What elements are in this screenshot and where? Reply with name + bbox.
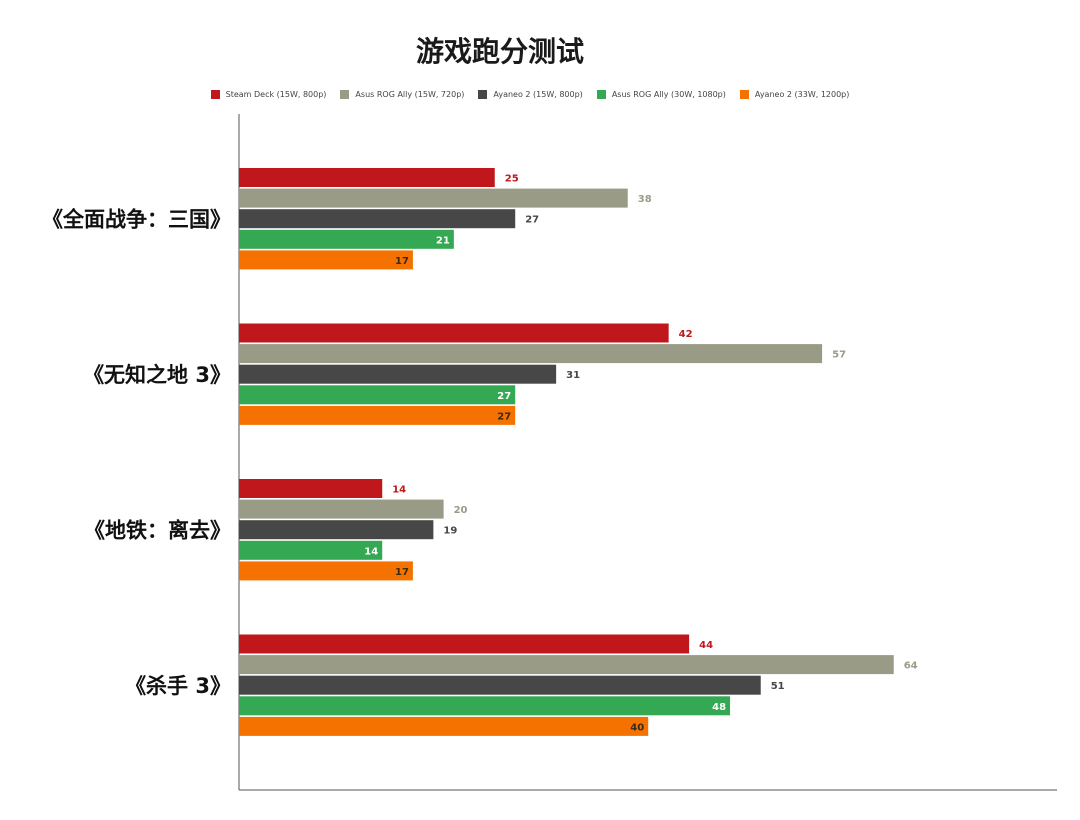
legend-swatch [340,90,350,99]
legend-swatch [739,90,749,99]
bar [239,188,628,208]
legend-item: Steam Deck (15W, 800p) [210,90,327,99]
bar [239,209,516,229]
bar [239,168,495,187]
legend-label: Asus ROG Ally (30W, 1080p) [611,90,726,99]
data-label: 19 [443,526,457,537]
category-label: 《地铁：离去》 [84,519,231,543]
data-label: 38 [638,194,652,205]
data-label: 44 [699,640,713,651]
bar [239,323,669,343]
data-label: 27 [497,391,511,402]
data-label: 48 [712,702,726,713]
data-label: 51 [771,681,785,692]
bar [239,520,434,540]
legend-swatch [596,90,606,99]
bar [239,250,413,270]
data-label: 21 [436,235,450,246]
legend-label: Asus ROG Ally (15W, 720p) [355,90,465,99]
data-label: 17 [395,256,409,267]
legend-label: Ayaneo 2 (33W, 1200p) [754,90,850,99]
bar [239,385,516,405]
bar [239,229,454,249]
data-label: 20 [454,505,468,516]
bar [239,540,383,560]
data-label: 31 [566,370,580,381]
data-label: 57 [832,350,846,361]
data-label: 17 [395,567,409,578]
bar [239,405,516,425]
bar [239,344,823,364]
data-label: 14 [392,485,406,496]
bar [239,716,649,736]
legend-item: Asus ROG Ally (15W, 720p) [340,90,464,99]
legend-label: Ayaneo 2 (15W, 800p) [493,90,583,99]
legend: Steam Deck (15W, 800p) Asus ROG Ally (15W… [0,90,1060,99]
bar [239,655,894,675]
legend-label: Steam Deck (15W, 800p) [225,90,327,99]
data-label: 27 [525,215,539,226]
data-label: 40 [630,722,644,733]
data-label: 14 [364,546,378,557]
legend-item: Asus ROG Ally (30W, 1080p) [596,90,726,99]
data-label: 25 [505,174,519,185]
data-label: 42 [679,329,693,340]
chart-title: 游戏跑分测试 [415,35,584,68]
bar [239,696,731,716]
data-label: 27 [497,411,511,422]
bar [239,499,444,519]
bar [239,364,557,384]
legend-swatch [478,90,488,99]
bar [239,634,690,654]
category-label: 《杀手 3》 [125,674,231,698]
legend-item: Ayaneo 2 (15W, 800p) [478,90,583,99]
data-label: 64 [904,661,918,672]
legend-item: Ayaneo 2 (33W, 1200p) [739,90,850,99]
bar [239,675,761,695]
bar [239,561,413,581]
category-label: 《无知之地 3》 [83,363,231,387]
legend-swatch [210,90,220,99]
bar [239,479,383,498]
category-label: 《全面战争：三国》 [42,208,231,232]
